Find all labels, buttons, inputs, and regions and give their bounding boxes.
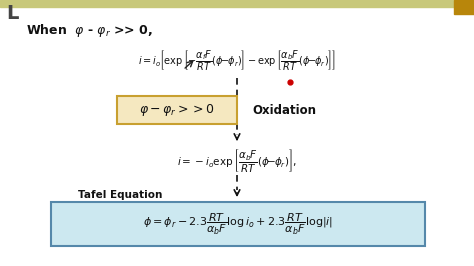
Bar (0, 0, 474, 7)
FancyBboxPatch shape (117, 96, 237, 124)
FancyBboxPatch shape (51, 202, 425, 246)
Text: $i = -i_o\exp\left[\dfrac{\alpha_b F}{RT}(\phi\!\!-\!\!\phi_r)\right],$: $i = -i_o\exp\left[\dfrac{\alpha_b F}{RT… (177, 147, 297, 174)
Text: $i = i_o\left[\exp\left[-\dfrac{\alpha_f F}{RT}(\phi\!\!-\!\!\phi_r)\right]-\exp: $i = i_o\left[\exp\left[-\dfrac{\alpha_f… (138, 48, 336, 73)
Text: Oxidation: Oxidation (252, 103, 316, 117)
Text: Tafel Equation: Tafel Equation (78, 190, 163, 200)
Text: When  $\varphi$ - $\varphi_r$ >> 0,: When $\varphi$ - $\varphi_r$ >> 0, (26, 22, 153, 39)
Text: $\phi = \phi_r - 2.3\dfrac{RT}{\alpha_b F}\log i_o + 2.3\dfrac{RT}{\alpha_b F}\l: $\phi = \phi_r - 2.3\dfrac{RT}{\alpha_b … (143, 211, 333, 237)
Bar (454, 0, 474, 14)
Text: $\varphi - \varphi_r >> 0$: $\varphi - \varphi_r >> 0$ (139, 102, 215, 118)
Text: L: L (6, 4, 18, 23)
